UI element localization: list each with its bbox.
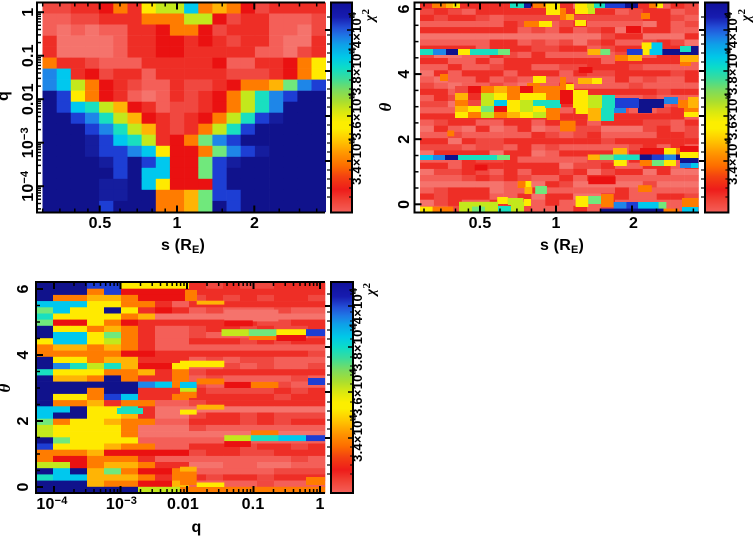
svg-text:10−4: 10−4 xyxy=(19,170,37,202)
svg-text:3.4×104: 3.4×104 xyxy=(723,137,740,185)
svg-text:6: 6 xyxy=(396,4,413,13)
svg-text:2: 2 xyxy=(629,215,638,232)
svg-text:1: 1 xyxy=(20,8,37,17)
svg-text:0.5: 0.5 xyxy=(89,215,112,232)
svg-text:3.6×104: 3.6×104 xyxy=(347,92,364,140)
svg-text:4×104: 4×104 xyxy=(347,11,364,48)
svg-text:χ2: χ2 xyxy=(361,282,379,297)
svg-text:3.8×104: 3.8×104 xyxy=(347,47,364,95)
svg-text:χ2: χ2 xyxy=(360,8,378,23)
svg-text:2: 2 xyxy=(396,135,413,144)
svg-text:4×104: 4×104 xyxy=(723,11,740,48)
svg-text:3.8×104: 3.8×104 xyxy=(348,323,365,371)
svg-text:q: q xyxy=(192,519,202,536)
svg-text:0.01: 0.01 xyxy=(20,83,37,115)
svg-text:q: q xyxy=(0,91,12,101)
svg-text:3.4×104: 3.4×104 xyxy=(348,414,365,462)
svg-text:0: 0 xyxy=(396,200,413,209)
svg-text:10−3: 10−3 xyxy=(106,495,137,513)
svg-text:0: 0 xyxy=(15,482,32,491)
svg-text:10−3: 10−3 xyxy=(19,127,37,158)
svg-text:θ: θ xyxy=(0,383,14,392)
svg-text:0.5: 0.5 xyxy=(469,215,492,232)
svg-text:χ2: χ2 xyxy=(736,8,754,23)
svg-text:θ: θ xyxy=(376,102,395,111)
svg-text:10−4: 10−4 xyxy=(36,495,68,513)
svg-text:0.01: 0.01 xyxy=(167,496,199,513)
svg-text:s (RE): s (RE) xyxy=(161,237,205,256)
svg-text:0.1: 0.1 xyxy=(242,496,265,513)
svg-text:2: 2 xyxy=(15,416,32,425)
svg-text:4: 4 xyxy=(15,350,32,359)
svg-text:1: 1 xyxy=(315,496,324,513)
svg-text:1: 1 xyxy=(551,215,560,232)
svg-text:3.6×104: 3.6×104 xyxy=(348,368,365,416)
svg-text:3.6×104: 3.6×104 xyxy=(723,92,740,140)
svg-text:2: 2 xyxy=(250,215,259,232)
svg-text:1: 1 xyxy=(172,215,181,232)
svg-text:0.1: 0.1 xyxy=(20,44,37,67)
svg-text:3.8×104: 3.8×104 xyxy=(723,47,740,95)
svg-text:s (RE): s (RE) xyxy=(540,237,584,256)
svg-text:4: 4 xyxy=(396,70,413,79)
svg-text:6: 6 xyxy=(15,284,32,293)
svg-text:4×104: 4×104 xyxy=(348,287,365,324)
svg-text:3.4×104: 3.4×104 xyxy=(347,137,364,185)
